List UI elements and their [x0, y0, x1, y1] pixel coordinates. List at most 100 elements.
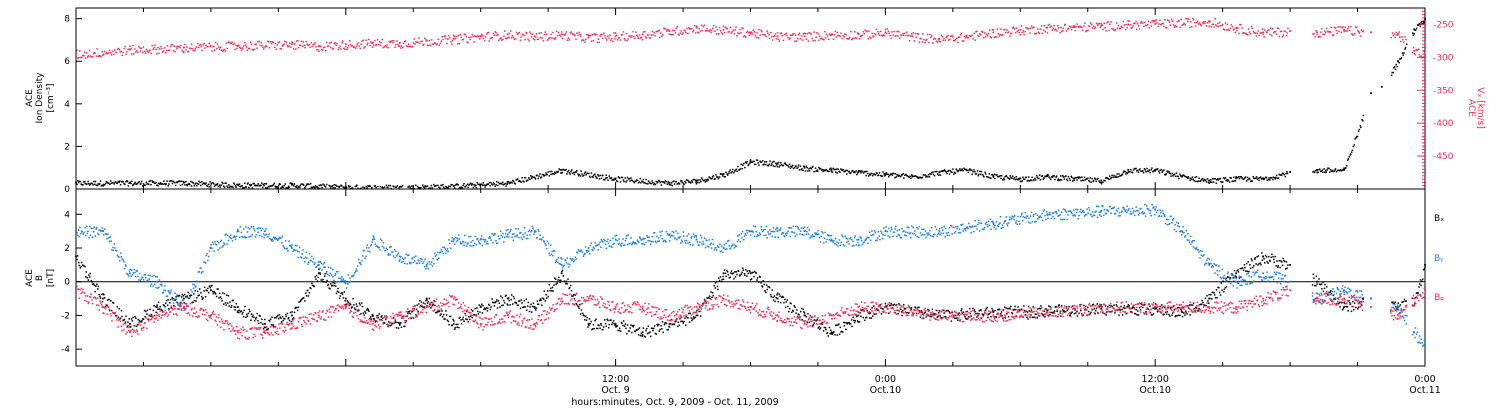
density-point: [583, 174, 585, 176]
density-point: [1150, 169, 1152, 171]
vx-point: [1089, 22, 1092, 24]
bx-point: [427, 300, 430, 303]
bx-point: [824, 327, 827, 329]
density-point: [984, 171, 986, 174]
vx-point: [1250, 26, 1253, 28]
density-point: [1048, 176, 1050, 178]
density-point: [1136, 169, 1139, 172]
density-point: [303, 187, 306, 189]
bx-point: [381, 317, 384, 319]
vx-point: [750, 31, 753, 33]
vx-point: [1390, 36, 1392, 39]
vx-point: [1189, 21, 1192, 23]
bx-point: [465, 310, 468, 313]
density-point: [171, 182, 174, 185]
vx-anchor-point: [587, 36, 590, 39]
bx-point: [583, 315, 585, 317]
bx-point: [478, 304, 480, 306]
density-point: [188, 182, 190, 185]
bx-point: [755, 272, 757, 274]
vx-point: [322, 49, 324, 51]
bx-point: [486, 310, 489, 312]
vx-point: [610, 37, 613, 40]
density-point: [265, 183, 268, 185]
vx-point: [288, 45, 290, 47]
by-point: [89, 234, 92, 237]
bx-point: [936, 316, 939, 318]
density-point: [1423, 22, 1425, 24]
density-point: [1403, 52, 1405, 54]
vx-point: [941, 36, 944, 38]
vx-point: [362, 39, 365, 41]
bx-point: [653, 325, 656, 327]
bx-point: [1076, 310, 1078, 313]
vx-point: [1123, 24, 1126, 26]
bx-point: [1048, 305, 1050, 307]
density-point: [825, 168, 828, 171]
bx-point: [138, 319, 141, 322]
bx-point: [316, 280, 319, 282]
vx-point: [1094, 26, 1097, 28]
density-point: [348, 186, 350, 188]
density-point: [478, 183, 480, 185]
density-point: [550, 173, 552, 176]
vx-point: [213, 49, 216, 52]
density-point: [1237, 176, 1239, 179]
vx-point: [1248, 31, 1251, 33]
vx-point: [1416, 49, 1419, 52]
bx-point: [902, 304, 905, 306]
density-point: [1258, 177, 1261, 179]
bx-point: [319, 273, 322, 275]
vx-point: [881, 35, 884, 37]
vx-point: [1421, 57, 1423, 59]
bx-point: [218, 297, 220, 299]
bx-point: [497, 300, 500, 302]
bx-point: [567, 278, 569, 280]
by-point: [244, 236, 247, 239]
density-point: [1217, 177, 1219, 180]
density-point: [871, 172, 873, 175]
vx-point: [465, 35, 468, 38]
vx-anchor-point: [749, 31, 752, 34]
vx-point: [344, 45, 347, 48]
vx-point: [816, 32, 818, 34]
density-point: [534, 177, 536, 179]
bx-point: [579, 313, 582, 315]
density-point: [1352, 145, 1355, 148]
bx-anchor-point: [857, 314, 860, 317]
bx-point: [124, 321, 127, 323]
density-point: [1140, 170, 1142, 172]
vx-point: [154, 44, 156, 46]
bx-point: [317, 276, 319, 279]
density-point: [764, 163, 767, 166]
by-point: [273, 237, 276, 240]
vx-point: [839, 35, 841, 38]
density-point: [957, 170, 959, 173]
vx-point: [1009, 35, 1011, 37]
bx-point: [97, 288, 99, 290]
bx-point: [1030, 309, 1033, 312]
density-point: [215, 183, 217, 186]
bx-point: [1011, 312, 1014, 315]
density-point: [423, 186, 426, 189]
by-point: [267, 236, 269, 238]
vx-point: [456, 43, 459, 45]
by-point: [230, 237, 233, 240]
bx-point: [873, 305, 875, 307]
bx-point: [654, 332, 657, 335]
bx-point: [227, 302, 229, 304]
bx-anchor-point: [1235, 272, 1238, 275]
bx-point: [346, 300, 349, 302]
bx-point: [338, 297, 341, 300]
vx-point: [916, 32, 919, 35]
density-point: [882, 171, 884, 173]
bx-point: [779, 301, 782, 304]
bx-point: [571, 295, 573, 297]
bx-point: [1011, 311, 1013, 314]
by-point: [131, 269, 133, 271]
bx-point: [302, 297, 305, 299]
bx-point: [613, 322, 615, 325]
vx-point: [920, 38, 922, 40]
bx-point: [1251, 259, 1253, 262]
density-point: [678, 182, 680, 184]
